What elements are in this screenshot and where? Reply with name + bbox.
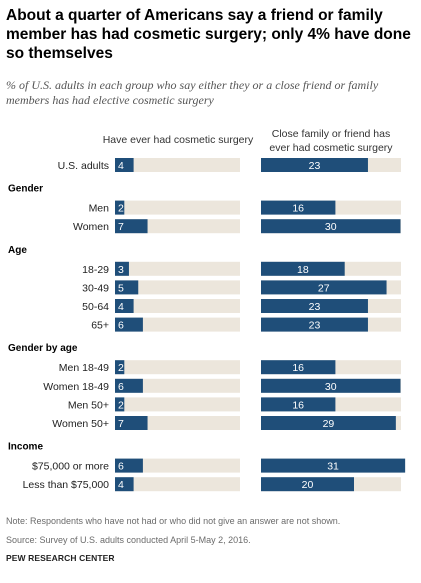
bar xyxy=(115,280,139,295)
bar-track xyxy=(115,280,240,295)
chart-note: Note: Respondents who have not had or wh… xyxy=(6,516,341,526)
bar xyxy=(261,360,336,375)
chart-source: Source: Survey of U.S. adults conducted … xyxy=(6,535,251,545)
data-label: 23 xyxy=(309,160,321,172)
row-label: 50-64 xyxy=(82,301,109,313)
bar xyxy=(115,158,134,172)
data-label: 4 xyxy=(118,160,124,172)
bar xyxy=(115,261,129,276)
bar xyxy=(261,458,406,473)
data-label: 16 xyxy=(292,362,304,374)
bar xyxy=(261,200,336,215)
data-label: 3 xyxy=(118,264,124,276)
data-label: 7 xyxy=(118,221,124,233)
bar-track xyxy=(115,200,240,215)
bar xyxy=(261,280,387,295)
row-label: Men 18-49 xyxy=(59,362,109,374)
series-header-2: ever had cosmetic surgery xyxy=(269,142,393,154)
bar xyxy=(115,458,143,473)
series-header-2: Close family or friend has xyxy=(272,128,390,140)
group-heading: Gender by age xyxy=(8,343,78,354)
row-label: 65+ xyxy=(91,320,109,332)
data-label: 23 xyxy=(309,301,321,313)
data-label: 2 xyxy=(118,362,124,374)
bar xyxy=(261,219,401,234)
data-label: 18 xyxy=(297,264,309,276)
bar xyxy=(115,397,125,412)
bar-track xyxy=(115,261,240,276)
series-header-1: Have ever had cosmetic surgery xyxy=(103,134,254,146)
data-label: 4 xyxy=(118,479,124,491)
data-label: 20 xyxy=(302,479,314,491)
bar-track xyxy=(115,158,240,172)
bar xyxy=(115,477,134,492)
bar-chart: Have ever had cosmetic surgery Close fami… xyxy=(8,128,406,492)
row-label: Less than $75,000 xyxy=(23,479,110,491)
bar xyxy=(261,397,336,412)
chart-title: About a quarter of Americans say a frien… xyxy=(6,7,411,62)
data-label: 23 xyxy=(309,320,321,332)
row-label: $75,000 or more xyxy=(32,461,109,473)
data-label: 30 xyxy=(325,381,337,393)
data-label: 7 xyxy=(118,418,124,430)
bar-track xyxy=(115,360,240,375)
bar xyxy=(115,219,148,234)
data-label: 16 xyxy=(292,399,304,411)
data-label: 6 xyxy=(118,320,124,332)
bar xyxy=(115,200,125,215)
data-label: 6 xyxy=(118,461,124,473)
row-label: 18-29 xyxy=(82,264,109,276)
group-heading: Age xyxy=(8,245,27,256)
bar xyxy=(115,360,125,375)
chart-subtitle: % of U.S. adults in each group who say e… xyxy=(6,78,379,107)
data-label: 5 xyxy=(118,282,124,294)
bar xyxy=(261,416,396,430)
row-label: Men 50+ xyxy=(68,399,109,411)
bar xyxy=(261,477,354,492)
bar xyxy=(115,299,134,313)
row-label: Women 50+ xyxy=(52,418,109,430)
bar xyxy=(261,378,401,393)
data-label: 2 xyxy=(118,399,124,411)
bar-track xyxy=(115,477,240,492)
bar xyxy=(115,378,143,393)
group-heading: Income xyxy=(8,442,43,453)
data-label: 4 xyxy=(118,301,124,313)
bar-track xyxy=(115,317,240,332)
row-label: Men xyxy=(89,203,110,215)
bar-track xyxy=(115,299,240,313)
data-label: 31 xyxy=(327,461,339,473)
bar-track xyxy=(115,378,240,393)
data-label: 30 xyxy=(325,221,337,233)
data-label: 27 xyxy=(318,282,330,294)
bar xyxy=(261,317,368,332)
group-heading: Gender xyxy=(8,184,43,195)
row-label: Women 18-49 xyxy=(43,381,109,393)
row-label: U.S. adults xyxy=(58,160,109,172)
data-label: 2 xyxy=(118,203,124,215)
bar xyxy=(115,416,148,430)
bar xyxy=(261,158,368,172)
brand-logo-text: PEW RESEARCH CENTER xyxy=(6,553,115,563)
bar xyxy=(115,317,143,332)
data-label: 16 xyxy=(292,203,304,215)
row-label: 30-49 xyxy=(82,282,109,294)
row-label: Women xyxy=(73,221,109,233)
bar-track xyxy=(115,458,240,473)
bar xyxy=(261,261,345,276)
data-label: 6 xyxy=(118,381,124,393)
bar xyxy=(261,299,368,313)
bar-track xyxy=(115,397,240,412)
data-label: 29 xyxy=(323,418,335,430)
